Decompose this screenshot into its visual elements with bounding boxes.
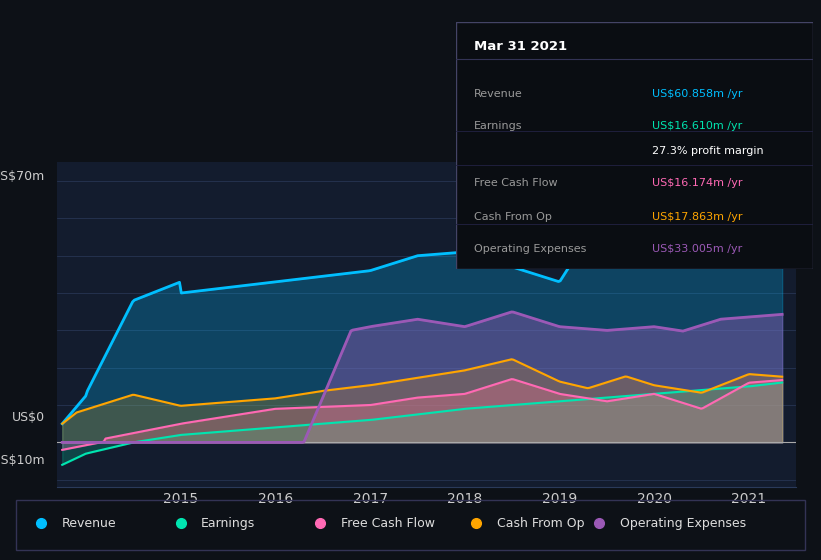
Text: Mar 31 2021: Mar 31 2021 xyxy=(474,40,566,53)
Text: Cash From Op: Cash From Op xyxy=(474,212,552,222)
Text: 27.3% profit margin: 27.3% profit margin xyxy=(652,146,764,156)
Text: US$0: US$0 xyxy=(12,410,45,424)
Text: Revenue: Revenue xyxy=(474,89,522,99)
Text: Free Cash Flow: Free Cash Flow xyxy=(474,178,557,188)
Text: US$70m: US$70m xyxy=(0,170,45,183)
Text: US$33.005m /yr: US$33.005m /yr xyxy=(652,244,742,254)
Text: Cash From Op: Cash From Op xyxy=(497,516,585,530)
Text: Operating Expenses: Operating Expenses xyxy=(474,244,586,254)
Text: -US$10m: -US$10m xyxy=(0,454,45,467)
Text: Revenue: Revenue xyxy=(62,516,117,530)
Text: US$60.858m /yr: US$60.858m /yr xyxy=(652,89,742,99)
Text: US$16.174m /yr: US$16.174m /yr xyxy=(652,178,742,188)
Text: Earnings: Earnings xyxy=(474,121,522,131)
Text: Free Cash Flow: Free Cash Flow xyxy=(341,516,434,530)
Text: Operating Expenses: Operating Expenses xyxy=(620,516,746,530)
Text: US$17.863m /yr: US$17.863m /yr xyxy=(652,212,742,222)
Text: Earnings: Earnings xyxy=(201,516,255,530)
Text: US$16.610m /yr: US$16.610m /yr xyxy=(652,121,742,131)
